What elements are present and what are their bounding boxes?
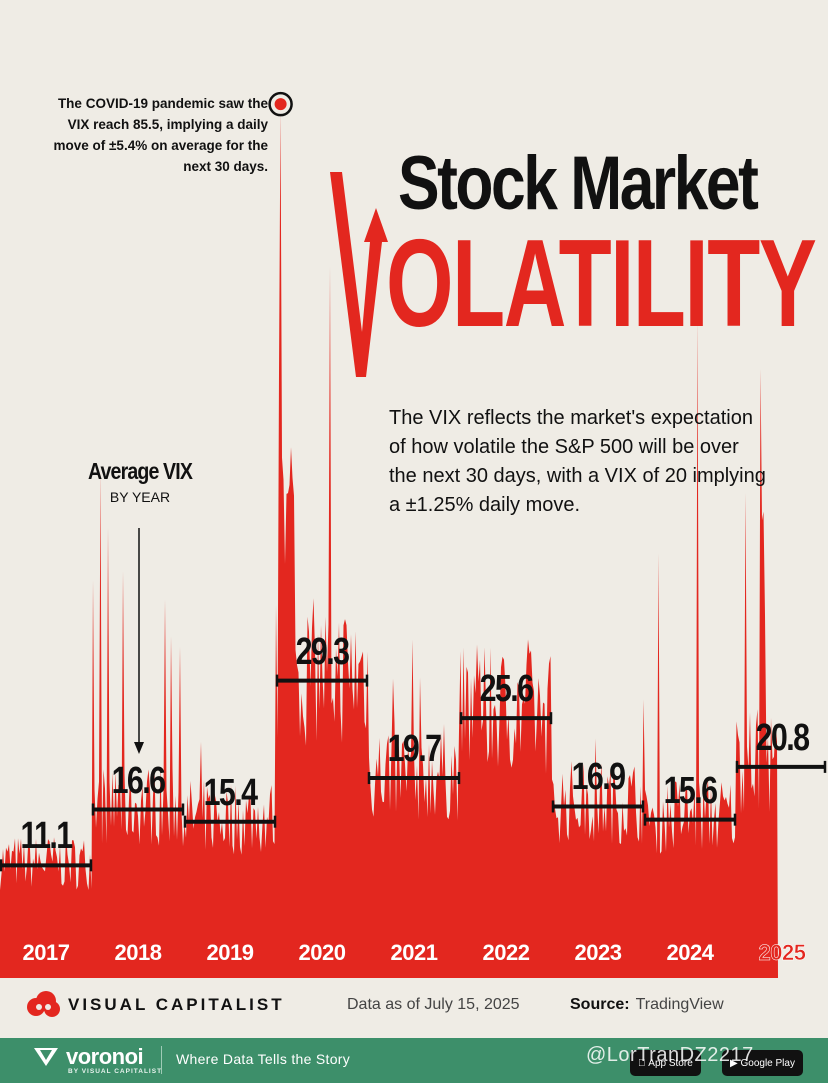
brand-name: VISUAL CAPITALIST [68, 995, 285, 1014]
visual-capitalist-logo[interactable]: VISUAL CAPITALIST [26, 990, 285, 1020]
avg-value-2021: 19.7 [387, 728, 442, 771]
play-icon: ▶ [730, 1057, 738, 1069]
average-lines-layer [0, 674, 827, 872]
peak-marker-layer [268, 91, 293, 117]
voronoi-name: voronoi [66, 1044, 144, 1069]
down-arrow-icon [134, 528, 144, 754]
source-label: Source: [570, 996, 630, 1013]
vix-area-layer [0, 110, 778, 978]
average-vix-subtitle: BY YEAR [109, 489, 171, 505]
tagline: Where Data Tells the Story [176, 1051, 351, 1067]
year-label-2022: 2022 [482, 940, 530, 965]
year-label-2024: 2024 [666, 940, 714, 965]
avg-line-2022 [459, 712, 553, 725]
year-label-2017: 2017 [22, 940, 70, 965]
year-label-2018: 2018 [114, 940, 162, 965]
vc-cloud-icon [27, 991, 60, 1017]
peak-marker-dot [274, 98, 287, 111]
bottom-divider [161, 1046, 162, 1074]
avg-value-2023: 16.9 [571, 756, 626, 799]
year-label-2025: 2025 [758, 940, 806, 966]
avg-value-2018: 16.6 [111, 759, 166, 802]
voronoi-subtitle: BY VISUAL CAPITALIST [68, 1068, 163, 1075]
avg-line-2020 [275, 674, 369, 687]
year-label-2019: 2019 [206, 940, 254, 965]
vix-area [0, 110, 778, 978]
chart-description: The VIX reflects the market's expectatio… [389, 407, 766, 516]
year-label-2023: 2023 [574, 940, 622, 965]
title-volatility: OLATILITY [386, 215, 817, 353]
google-play-label: Google Play [740, 1057, 795, 1069]
source-value: TradingView [635, 996, 724, 1013]
v-arrow-icon [330, 172, 388, 377]
app-store-label: App Store [640, 1057, 692, 1069]
voronoi-icon [34, 1048, 58, 1066]
avg-value-2022: 25.6 [479, 668, 534, 711]
average-vix-label: Average VIX BY YEAR [70, 458, 210, 505]
avg-value-2020: 29.3 [295, 630, 350, 673]
avg-value-2017: 11.1 [20, 815, 73, 858]
avg-line-2019 [183, 815, 277, 828]
avg-line-2025 [735, 760, 827, 773]
apple-icon:  [638, 1058, 646, 1069]
app-store-button[interactable]:  App Store [630, 1050, 701, 1076]
avg-line-2018 [91, 803, 185, 816]
title-stock-market: Stock Market [398, 141, 759, 226]
avg-value-2019: 15.4 [203, 771, 258, 814]
voronoi-logo[interactable]: voronoi [32, 1044, 144, 1070]
data-as-of: Data as of July 15, 2025 [347, 996, 520, 1013]
year-label-2021: 2021 [390, 940, 438, 965]
avg-value-2024: 15.6 [663, 769, 718, 812]
avg-line-2024 [643, 813, 737, 826]
avg-value-2025: 20.8 [755, 716, 810, 759]
year-label-2020: 2020 [298, 940, 346, 965]
avg-line-2021 [367, 772, 461, 785]
covid-annotation: The COVID-19 pandemic saw the VIX reach … [53, 96, 268, 174]
source-credit: Source: TradingView [570, 996, 724, 1014]
watermark: @LorTranDZ2217 [586, 1044, 754, 1066]
avg-line-2023 [551, 800, 645, 813]
avg-line-2017 [0, 859, 93, 872]
google-play-button[interactable]: ▶ Google Play [722, 1050, 803, 1076]
average-vix-title: Average VIX [87, 458, 193, 484]
